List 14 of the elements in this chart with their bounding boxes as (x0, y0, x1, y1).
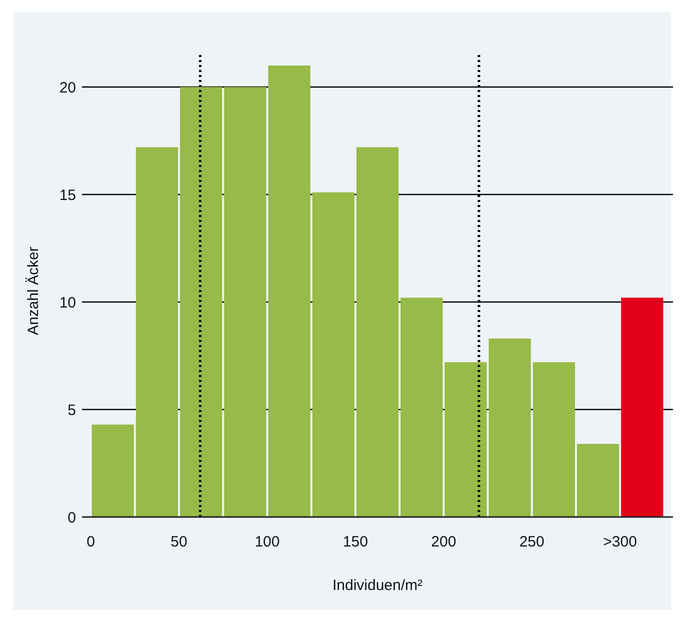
x-tick-label: 0 (86, 533, 95, 550)
x-tick-label: 100 (254, 533, 280, 550)
x-tick-label: 200 (431, 533, 456, 550)
x-axis-title: Individuen/m² (332, 577, 423, 594)
y-axis-title: Anzahl Äcker (25, 246, 42, 336)
x-tick-label: 50 (170, 533, 188, 550)
x-tick-label: 250 (519, 533, 544, 550)
y-tick-label: 20 (59, 79, 76, 96)
x-tick-label: 150 (342, 533, 368, 550)
y-tick-label: 5 (68, 402, 76, 419)
x-tick-label: >300 (603, 533, 637, 550)
y-tick-label: 10 (59, 294, 76, 312)
y-tick-label: 0 (68, 509, 76, 526)
y-tick-label: 15 (59, 186, 76, 204)
